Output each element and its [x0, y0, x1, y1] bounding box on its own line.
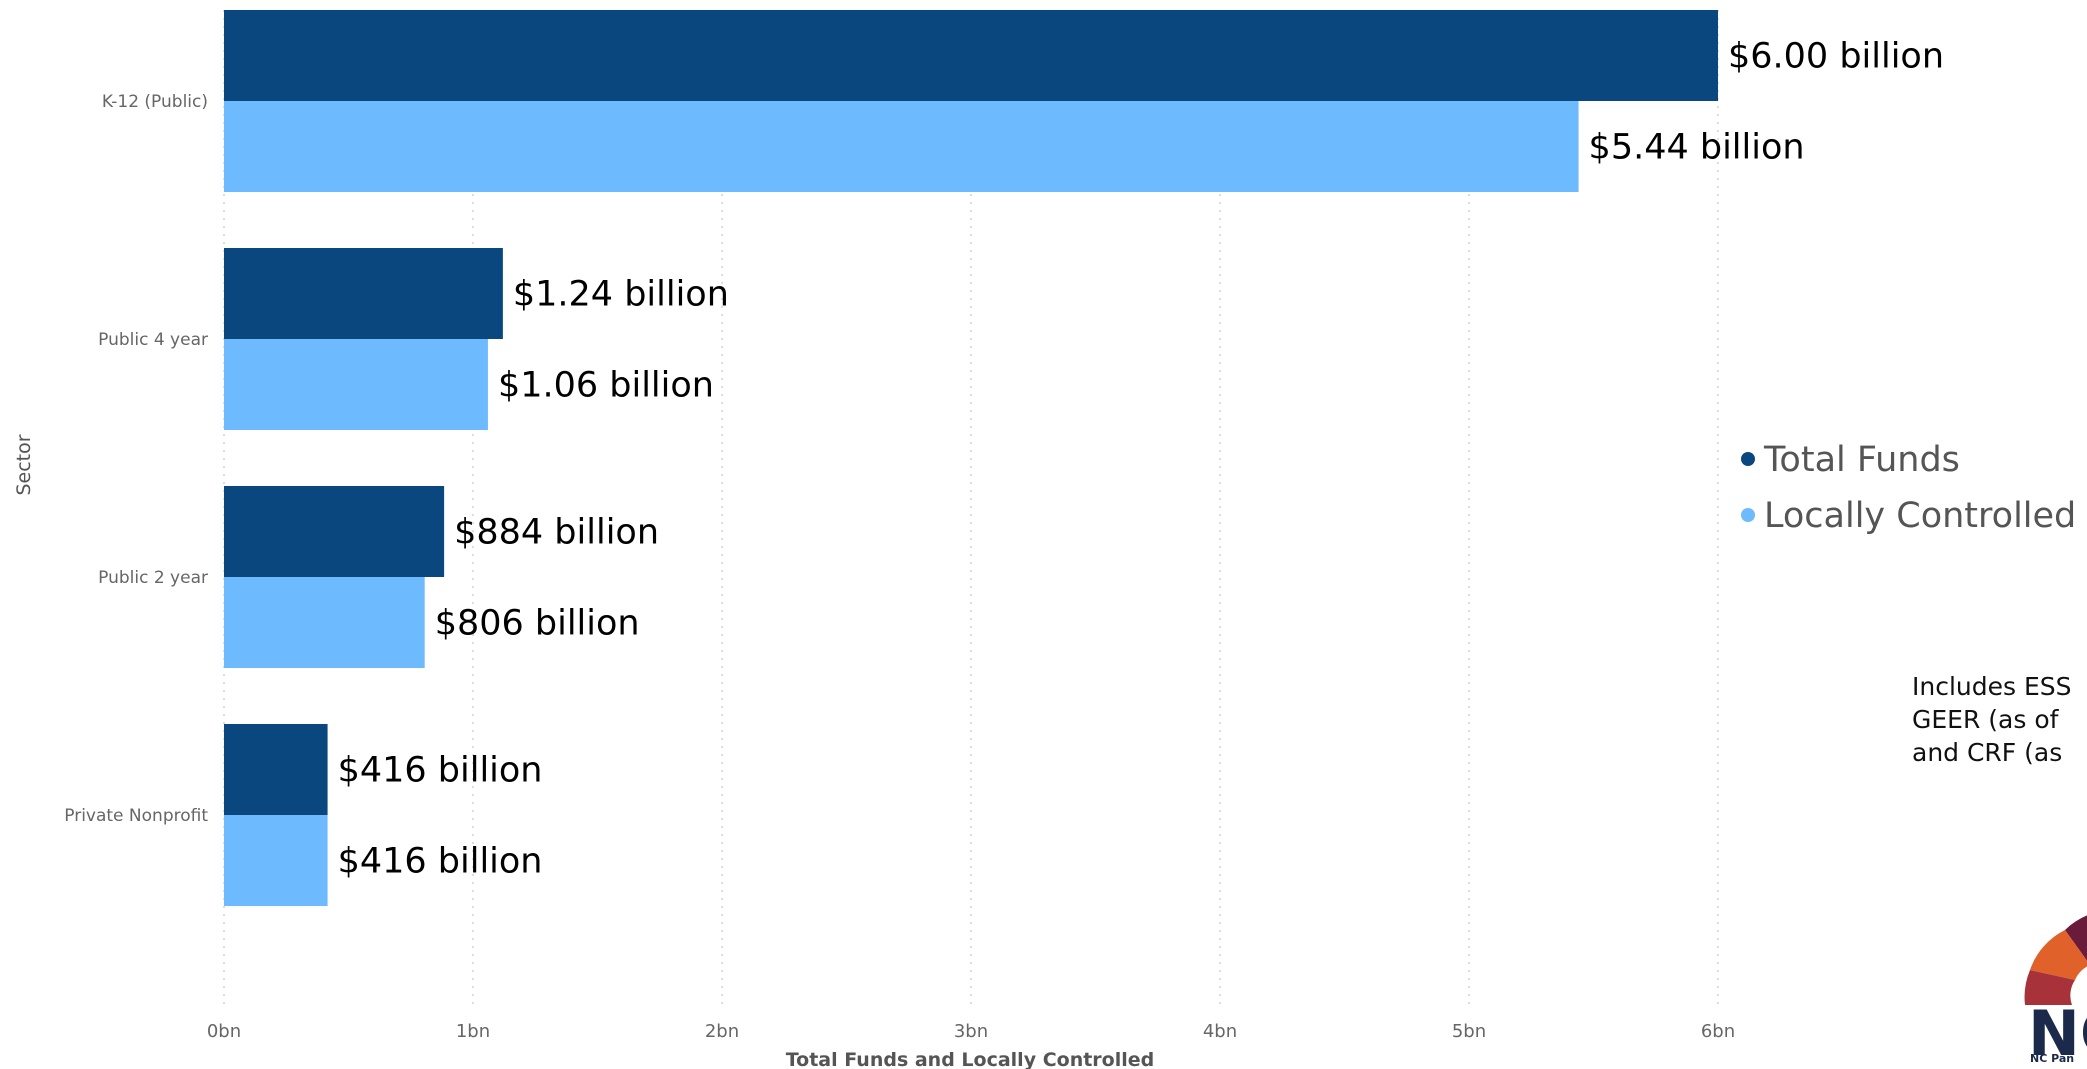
note-line: GEER (as of [1912, 705, 2059, 734]
category-label: K-12 (Public) [102, 92, 208, 112]
y-axis-title: Sector [13, 434, 35, 495]
x-tick-label: 2bn [705, 1021, 739, 1042]
category-labels: K-12 (Public) Public 4 year Public 2 year P… [64, 92, 208, 826]
note-line: Includes ESS [1912, 672, 2072, 701]
data-label: $1.24 billion [513, 275, 729, 315]
data-label: $416 billion [338, 751, 543, 791]
legend-marker-locally-controlled [1741, 508, 1755, 522]
category-label: Public 2 year [98, 568, 208, 588]
bar [224, 486, 445, 577]
x-tick-labels: 0bn 1bn 2bn 3bn 4bn 5bn 6bn [207, 1021, 1735, 1042]
category-label: Private Nonprofit [64, 806, 208, 826]
bars-group [224, 10, 1718, 906]
legend: Total Funds Locally Controlled [1741, 440, 2076, 536]
bar [224, 101, 1579, 192]
data-label: $806 billion [435, 604, 640, 644]
bar [224, 339, 488, 430]
data-label: $1.06 billion [498, 366, 714, 406]
funding-note: Includes ESS GEER (as of and CRF (as [1912, 670, 2087, 790]
data-labels: $6.00 billion $5.44 billion $1.24 billion $… [338, 37, 1944, 882]
svg-text:NC: NC [2028, 997, 2087, 1069]
x-tick-label: 5bn [1452, 1021, 1486, 1042]
bar [224, 248, 503, 339]
data-label: $6.00 billion [1728, 37, 1944, 77]
bar [224, 10, 1718, 101]
nc-logo: NC [2020, 870, 2087, 1069]
x-tick-label: 3bn [954, 1021, 988, 1042]
legend-marker-total-funds [1741, 452, 1755, 466]
x-axis-title: Total Funds and Locally Controlled [786, 1049, 1155, 1069]
x-tick-label: 1bn [456, 1021, 490, 1042]
nc-logo-graphic: NC [2024, 915, 2087, 1069]
x-tick-label: 6bn [1701, 1021, 1735, 1042]
bar [224, 577, 425, 668]
x-tick-label: 0bn [207, 1021, 241, 1042]
note-line: and CRF (as [1912, 738, 2063, 767]
data-label: $5.44 billion [1589, 128, 1805, 168]
logo-caption: NC Pan [2030, 1052, 2075, 1065]
bar [224, 815, 328, 906]
bar [224, 724, 328, 815]
category-label: Public 4 year [98, 330, 208, 350]
data-label: $884 billion [454, 513, 659, 553]
legend-label-total-funds: Total Funds [1763, 440, 1960, 480]
data-label: $416 billion [338, 842, 543, 882]
legend-label-locally-controlled: Locally Controlled [1764, 496, 2076, 536]
x-tick-label: 4bn [1203, 1021, 1237, 1042]
